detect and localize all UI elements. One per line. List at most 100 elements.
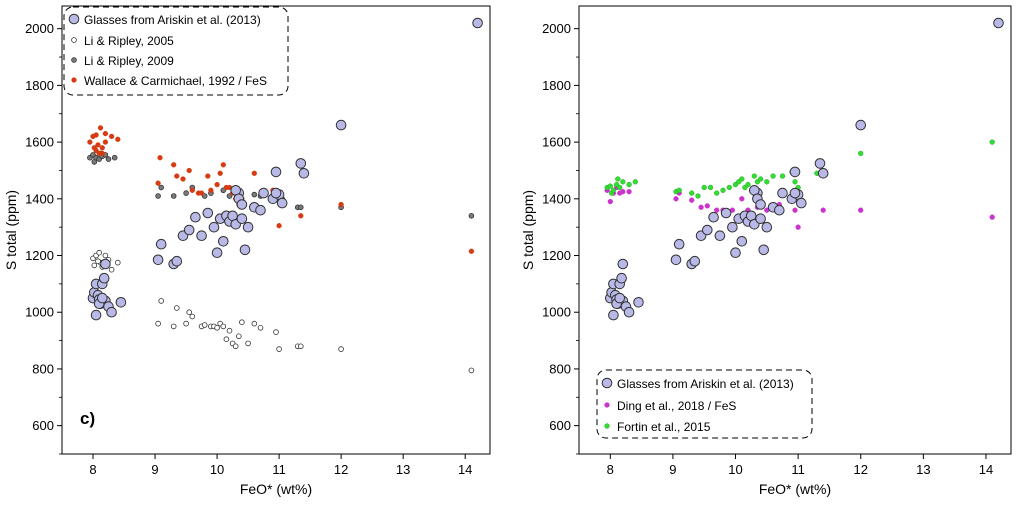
data-point xyxy=(87,139,93,145)
data-point xyxy=(335,119,347,131)
data-point xyxy=(472,17,483,29)
legend-marker-ariskin-right xyxy=(601,377,613,389)
data-point xyxy=(170,323,177,330)
y-tick-label: 2000 xyxy=(542,21,571,36)
data-point xyxy=(795,224,801,230)
data-point xyxy=(704,203,710,209)
y-tick-label: 1200 xyxy=(542,248,571,263)
data-point xyxy=(270,166,282,178)
data-point xyxy=(220,162,226,168)
plot-frame-right xyxy=(578,5,1012,455)
legend-marker-fortin xyxy=(604,423,610,429)
data-point xyxy=(186,167,192,174)
data-point xyxy=(90,309,102,321)
data-point xyxy=(93,132,99,138)
data-point xyxy=(108,266,115,273)
data-point xyxy=(242,221,254,233)
data-point xyxy=(236,333,242,340)
data-point xyxy=(739,196,745,202)
data-point xyxy=(616,272,627,284)
data-point xyxy=(698,204,704,210)
data-point xyxy=(736,236,748,247)
plot-frame-left xyxy=(61,5,491,455)
data-point xyxy=(208,187,214,193)
data-point xyxy=(236,213,248,224)
data-point xyxy=(689,255,701,267)
data-point xyxy=(720,187,726,193)
data-point xyxy=(201,322,208,328)
data-point xyxy=(632,179,638,185)
x-axis-right: 8 9 10 11 12 13 14 xyxy=(607,454,993,477)
data-point xyxy=(673,196,679,202)
data-point xyxy=(298,213,304,219)
data-point xyxy=(196,230,207,241)
data-point xyxy=(189,187,195,193)
x-tick-label: 11 xyxy=(791,462,805,477)
data-point xyxy=(730,247,741,258)
data-point xyxy=(714,230,726,241)
data-point xyxy=(98,272,110,284)
data-point xyxy=(180,176,186,182)
data-point xyxy=(91,262,98,269)
data-point xyxy=(276,223,282,229)
data-point xyxy=(158,184,165,191)
legend-label-li2009: Li & Ripley, 2009 xyxy=(84,54,174,68)
legend-label-ding: Ding et al., 2018 / FeS xyxy=(617,399,736,413)
x-tick-label: 10 xyxy=(728,462,742,477)
data-point xyxy=(174,173,180,179)
data-point xyxy=(211,247,223,258)
data-point xyxy=(608,309,619,321)
data-point xyxy=(338,346,344,352)
data-point xyxy=(174,305,180,311)
data-point xyxy=(190,211,201,223)
x-axis-label-right: FeO* (wt%) xyxy=(759,481,831,497)
x-axis-label-left: FeO* (wt%) xyxy=(240,481,312,497)
y-tick-label: 800 xyxy=(549,361,571,376)
data-point xyxy=(205,173,211,179)
data-point xyxy=(93,147,99,154)
data-point xyxy=(298,168,310,179)
data-point xyxy=(295,158,307,169)
data-point xyxy=(232,343,239,350)
y-axis-label-right: S total (ppm) xyxy=(520,190,536,270)
legend-left: Glasses from Ariskin et al. (2013) Li & … xyxy=(63,6,289,96)
panel-label: c) xyxy=(80,409,95,428)
data-point xyxy=(155,193,161,199)
x-axis-left: 8 9 10 11 12 13 14 xyxy=(89,454,472,477)
data-point xyxy=(726,184,732,191)
legend-label-fortin: Fortin et al., 2015 xyxy=(617,420,711,434)
data-point xyxy=(858,150,864,157)
y-tick-label: 1600 xyxy=(542,135,571,150)
x-tick-label: 12 xyxy=(334,462,348,477)
y-tick-label: 1200 xyxy=(25,248,54,263)
data-point xyxy=(610,187,617,193)
y-tick-label: 1400 xyxy=(25,191,54,206)
data-point xyxy=(739,176,745,182)
data-point xyxy=(115,297,127,308)
data-point xyxy=(105,156,112,162)
data-point xyxy=(99,145,105,151)
data-point xyxy=(245,340,251,347)
data-point xyxy=(727,221,738,233)
data-point xyxy=(251,191,258,198)
data-point xyxy=(171,255,183,267)
data-point xyxy=(855,119,867,131)
data-point xyxy=(217,170,223,176)
y-tick-label: 1400 xyxy=(542,191,571,206)
y-tick-label: 600 xyxy=(549,418,571,433)
data-point xyxy=(214,181,220,188)
data-point xyxy=(755,199,766,210)
data-point xyxy=(620,189,626,195)
data-point xyxy=(689,190,695,196)
data-point xyxy=(779,173,786,179)
x-tick-label: 8 xyxy=(89,462,96,477)
data-point xyxy=(695,193,701,199)
data-point xyxy=(258,187,269,199)
legend-label-wallace: Wallace & Carmichael, 1992 / FeS xyxy=(84,74,267,88)
data-point xyxy=(102,139,109,145)
data-point xyxy=(226,327,233,334)
data-point xyxy=(97,292,108,304)
y-tick-label: 800 xyxy=(32,361,54,376)
data-point xyxy=(620,179,626,185)
data-point xyxy=(95,258,101,265)
